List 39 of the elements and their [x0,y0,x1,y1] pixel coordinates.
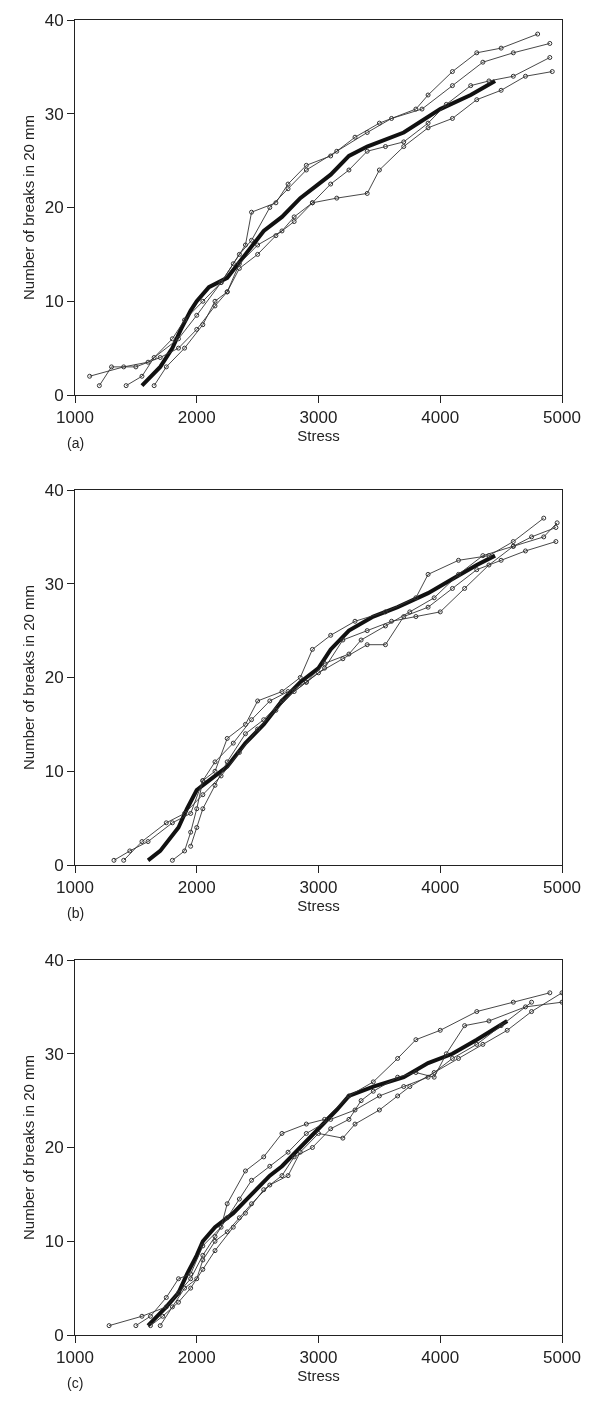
y-tick-label: 30 [44,574,64,594]
x-tick-label: 2000 [177,1348,216,1368]
y-tick-label: 40 [44,480,64,500]
x-axis-title: Stress [297,897,340,915]
x-tick-label: 2000 [177,878,216,898]
x-tick-label: 4000 [421,1348,460,1368]
text: (c) [67,1375,84,1391]
y-tick-label: 0 [54,855,64,875]
y-tick-label: 30 [44,1044,64,1064]
y-tick-label: 20 [44,198,64,218]
x-tick-label: 3000 [299,1348,338,1368]
y-tick-label: 20 [44,668,64,688]
text: (a) [67,435,85,451]
x-tick-label: 1000 [56,878,94,898]
y-axis-title: Number of breaks in 20 mm [19,114,37,301]
x-axis-title: Stress [297,427,340,445]
y-tick-label: 0 [54,385,64,405]
y-tick-label: 30 [44,104,64,124]
x-tick-label: 2000 [177,408,216,428]
x-tick-label: 4000 [421,878,460,898]
x-tick-label: 5000 [543,878,581,898]
y-axis-title: Number of breaks in 20 mm [19,584,37,771]
y-tick-label: 0 [54,1325,64,1345]
x-tick-label: 4000 [421,408,460,428]
y-tick-label: 40 [44,950,64,970]
y-tick-label: 10 [44,1232,64,1252]
y-tick-label: 20 [44,1138,64,1158]
y-tick-label: 10 [44,762,64,782]
x-tick-label: 5000 [543,1348,581,1368]
y-tick-label: 10 [44,292,64,312]
x-tick-label: 3000 [299,878,338,898]
y-axis-title: Number of breaks in 20 mm [19,1054,37,1241]
x-tick-label: 1000 [56,1348,94,1368]
x-tick-label: 3000 [299,408,338,428]
text: (b) [67,905,85,921]
y-tick-label: 40 [44,10,64,30]
x-tick-label: 5000 [543,408,581,428]
x-tick-label: 1000 [56,408,94,428]
x-axis-title: Stress [297,1367,340,1385]
